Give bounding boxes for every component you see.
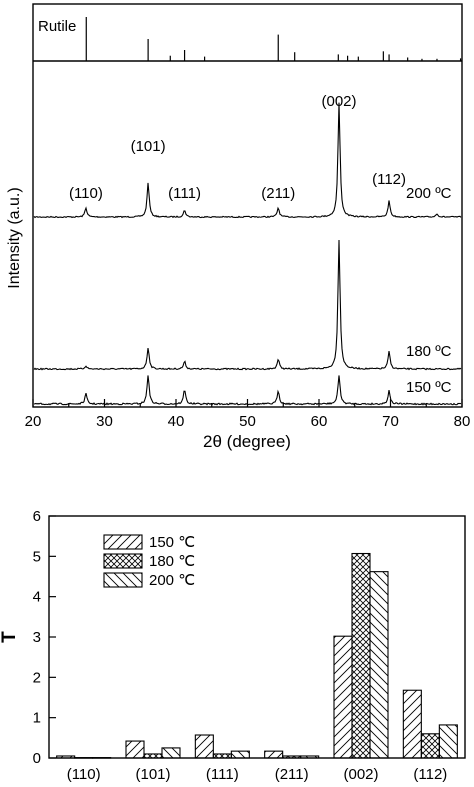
- bar-y-tick-label-6: 6: [33, 508, 41, 525]
- bar-1-0: [125, 740, 145, 759]
- bar-y-tick-label-3: 3: [33, 629, 41, 646]
- bar-legend-label-0: 150 ℃: [149, 534, 195, 551]
- bar-4-1: [351, 552, 371, 759]
- xrd-panel: Rutile 200 ºC 180 ºC 150 ºC (110) (101) (111…: [6, 3, 471, 451]
- bar-legend-swatch-0: [103, 534, 143, 550]
- bar-x-tick-label-5: (112): [413, 766, 447, 783]
- bar-4-0: [333, 635, 353, 759]
- bar-5-0: [402, 689, 422, 759]
- bar-0-0: [56, 755, 76, 759]
- bar-y-axis-label: T: [0, 631, 20, 643]
- bar-x-tick-label-0: (110): [67, 766, 101, 783]
- bar-0-2: [92, 757, 112, 759]
- bar-3-2: [300, 755, 320, 759]
- xrd-peak-labels: (110) (101) (111) (211) (002) (112): [69, 93, 406, 202]
- bar-y-tick-label-2: 2: [33, 669, 41, 686]
- bar-5-2: [438, 724, 458, 759]
- xrd-x-tick-label-2: 40: [168, 413, 185, 430]
- bar-2-0: [194, 734, 214, 759]
- xrd-plot-frame: [32, 3, 463, 408]
- bar-legend-label-1: 180 ℃: [149, 553, 195, 570]
- bar-5-1: [420, 733, 440, 759]
- xrd-x-axis-label: 2θ (degree): [203, 432, 291, 451]
- xrd-x-tick-label-0: 20: [25, 413, 42, 430]
- bar-y-axis-ticks: 0 1 2 3 4 5 6: [33, 508, 56, 767]
- xrd-trace-1: [33, 240, 462, 371]
- bar-x-tick-label-2: (111): [206, 766, 239, 783]
- xrd-trace-label-2: 150 ºC: [406, 379, 452, 396]
- xrd-x-tick-label-3: 50: [239, 413, 256, 430]
- bar-plot-frame: [48, 515, 466, 759]
- xrd-peak-label-3: (211): [261, 185, 295, 202]
- xrd-peak-label-2: (111): [168, 185, 201, 202]
- bar-y-tick-label-1: 1: [33, 710, 41, 727]
- xrd-x-tick-label-5: 70: [382, 413, 399, 430]
- bar-y-tick-label-0: 0: [33, 750, 41, 767]
- bar-legend-swatch-1: [103, 553, 143, 569]
- xrd-peak-label-5: (112): [372, 171, 406, 188]
- bar-legend-swatch-2: [103, 572, 143, 588]
- xrd-trace-label-1: 180 ºC: [406, 343, 452, 360]
- bar-0-1: [74, 757, 94, 759]
- bar-legend-label-2: 200 ℃: [149, 572, 195, 589]
- xrd-x-axis-ticks: 20 30 40 50 60 70 80: [25, 399, 471, 430]
- bar-2-1: [212, 753, 232, 759]
- xrd-x-tick-label-6: 80: [454, 413, 471, 430]
- bar-legend: 150 ℃ 180 ℃ 200 ℃: [103, 534, 195, 589]
- xrd-peak-label-1: (101): [131, 138, 166, 155]
- xrd-trace-labels: 200 ºC 180 ºC 150 ºC: [406, 185, 452, 396]
- reference-label: Rutile: [38, 18, 76, 35]
- xrd-trace-label-0: 200 ºC: [406, 185, 452, 202]
- bar-x-tick-label-1: (101): [135, 766, 170, 783]
- bar-1-2: [161, 747, 181, 759]
- bar-4-2: [369, 571, 389, 759]
- bar-x-tick-label-4: (002): [343, 766, 378, 783]
- xrd-peak-label-4: (002): [322, 93, 357, 110]
- xrd-x-tick-label-4: 60: [311, 413, 328, 430]
- xrd-peak-label-0: (110): [69, 185, 103, 202]
- texture-coefficient-panel: 0 1 2 3 4 5 6 (110) (101) (111) (211) (002) (112) T…: [0, 508, 466, 783]
- bar-2-2: [230, 750, 250, 759]
- xrd-traces: [33, 102, 462, 406]
- bar-3-1: [282, 755, 302, 759]
- bar-x-tick-label-3: (211): [275, 766, 309, 783]
- bar-series: [56, 552, 458, 759]
- bar-x-axis-ticks: (110) (101) (111) (211) (002) (112): [67, 766, 448, 783]
- bar-1-1: [143, 753, 163, 759]
- bar-y-tick-label-4: 4: [33, 589, 41, 606]
- xrd-y-axis-label: Intensity (a.u.): [6, 187, 23, 288]
- reference-peaks: [85, 17, 462, 61]
- bar-y-tick-label-5: 5: [33, 548, 41, 565]
- xrd-trace-0: [33, 102, 462, 219]
- bar-3-0: [264, 750, 284, 759]
- xrd-x-tick-label-1: 30: [96, 413, 113, 430]
